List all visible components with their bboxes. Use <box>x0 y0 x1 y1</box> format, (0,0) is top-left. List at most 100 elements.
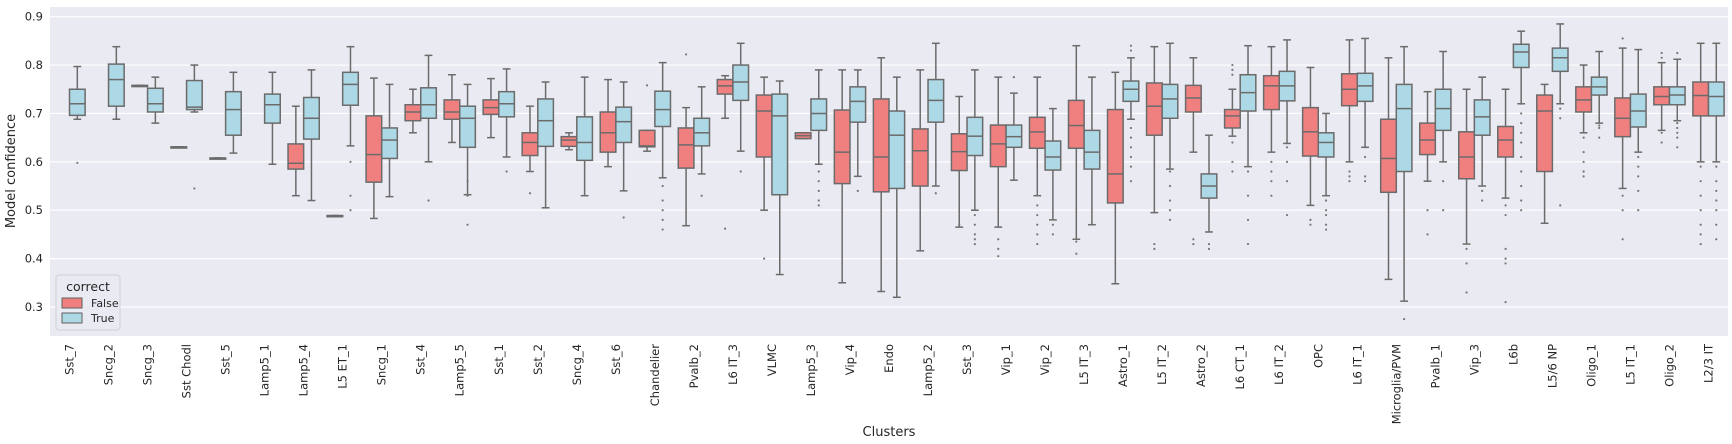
box-iqr <box>716 78 734 95</box>
outlier-point <box>1465 291 1468 294</box>
outlier-point <box>1324 223 1328 226</box>
box-iqr <box>1379 118 1398 194</box>
box-astro-1-true <box>1122 44 1140 183</box>
outlier-point <box>1231 73 1234 76</box>
box-pvalb-1-false <box>1418 90 1437 236</box>
outlier-point <box>1676 146 1679 149</box>
outlier-point <box>1520 141 1523 144</box>
x-tick-label: Microglia/PVM <box>1389 344 1403 424</box>
outlier-point <box>1676 51 1679 55</box>
outlier-point <box>1324 209 1328 212</box>
outlier-point <box>1699 180 1702 183</box>
box-lamp5-1-true <box>263 71 281 165</box>
x-tick-label: L6b <box>1506 344 1520 365</box>
outlier-point <box>1465 262 1468 265</box>
x-tick-label: L5/6 NP <box>1545 344 1559 388</box>
legend-label-false: False <box>91 297 119 310</box>
box-l2-3-it-false <box>1692 42 1710 246</box>
box-lamp5-4-true <box>302 69 321 202</box>
outlier-point <box>1285 146 1289 149</box>
x-tick-label: L6 IT_2 <box>1272 344 1286 385</box>
outlier-point <box>528 192 532 195</box>
box-vip-1-true <box>1005 76 1023 181</box>
outlier-point <box>1621 238 1624 241</box>
box-sst-chodl-false <box>170 146 188 149</box>
x-tick-labels: Sst_7 Sncg_2 Sncg_3 Sst Chodl Sst_5 Lamp5_1 La… <box>63 343 1716 424</box>
outlier-point <box>1036 233 1039 236</box>
box-microglia-pvm-false <box>1379 57 1398 281</box>
outlier-point <box>997 255 1000 258</box>
outlier-point <box>1520 102 1523 105</box>
y-tick-label: 0.8 <box>25 58 43 72</box>
outlier-point <box>1504 262 1507 265</box>
x-tick-label: Sncg_1 <box>375 344 389 385</box>
x-tick-label: Sst_4 <box>414 344 428 375</box>
outlier-point <box>1637 165 1640 168</box>
box-sst-6-false <box>599 78 617 168</box>
outlier-point <box>1715 189 1718 192</box>
outlier-point <box>817 189 820 192</box>
x-tick-label: Astro_2 <box>1194 344 1208 387</box>
outlier-point <box>645 84 649 87</box>
box-endo-true <box>888 76 906 299</box>
outlier-point <box>934 192 937 195</box>
box-chandelier-false <box>638 84 656 152</box>
outlier-point <box>1348 180 1351 183</box>
box-l5-it-1-true <box>1629 48 1647 212</box>
outlier-point <box>739 170 742 173</box>
box-lamp5-2-false <box>911 69 929 252</box>
box-l5-et-1-true <box>341 45 360 212</box>
box-iqr <box>638 129 656 148</box>
box-iqr <box>1707 81 1725 117</box>
outlier-point <box>661 228 664 231</box>
box-iqr <box>1083 129 1101 170</box>
outlier-point <box>1637 155 1640 159</box>
box-vlmc-true <box>771 80 789 276</box>
box-l5-6-np-false <box>1536 83 1554 225</box>
outlier-point <box>1621 194 1624 197</box>
box-vip-4-true <box>849 69 867 192</box>
box-oligo-2-true <box>1668 51 1686 149</box>
box-iqr <box>1028 116 1046 150</box>
outlier-point <box>1246 194 1250 197</box>
box-vip-3-false <box>1457 88 1476 294</box>
box-iqr <box>1317 132 1335 158</box>
box-l5-it-2-false <box>1145 45 1163 251</box>
outlier-point <box>817 170 820 173</box>
x-tick-label: Chandelier <box>648 344 662 406</box>
box-iqr <box>443 99 461 120</box>
outlier-point <box>1270 170 1273 173</box>
box-l6-it-3-true <box>732 42 750 173</box>
outlier-point <box>817 204 820 207</box>
box-l5-6-np-true <box>1551 23 1569 207</box>
box-sst-2-true <box>537 81 555 209</box>
outlier-point <box>1637 189 1640 192</box>
outlier-point <box>1246 242 1250 246</box>
box-sst-7-true <box>68 65 86 164</box>
box-iqr <box>1067 99 1085 150</box>
outlier-point <box>1348 175 1351 178</box>
box-l6-it-1-true <box>1356 37 1374 183</box>
x-tick-label: L5 IT_1 <box>1623 344 1637 385</box>
box-l2-3-it-true <box>1707 42 1725 241</box>
outlier-point <box>1520 112 1523 115</box>
outlier-point <box>1520 184 1523 188</box>
outlier-point <box>1582 170 1585 173</box>
outlier-point <box>973 223 976 226</box>
box-l5-et-1-false <box>326 214 344 218</box>
outlier-point <box>1442 180 1445 183</box>
outlier-point <box>1699 233 1702 236</box>
outlier-point <box>1442 209 1445 212</box>
box-iqr <box>771 93 789 196</box>
outlier-point <box>1582 160 1585 163</box>
outlier-point <box>1231 170 1234 173</box>
box-sst-6-true <box>615 81 633 219</box>
outlier-point <box>1168 170 1172 173</box>
outlier-point <box>1129 146 1133 149</box>
outlier-point <box>1324 213 1328 217</box>
outlier-point <box>1153 242 1156 246</box>
outlier-point <box>1192 238 1195 241</box>
outlier-point <box>817 199 820 202</box>
outlier-point <box>1153 247 1156 251</box>
